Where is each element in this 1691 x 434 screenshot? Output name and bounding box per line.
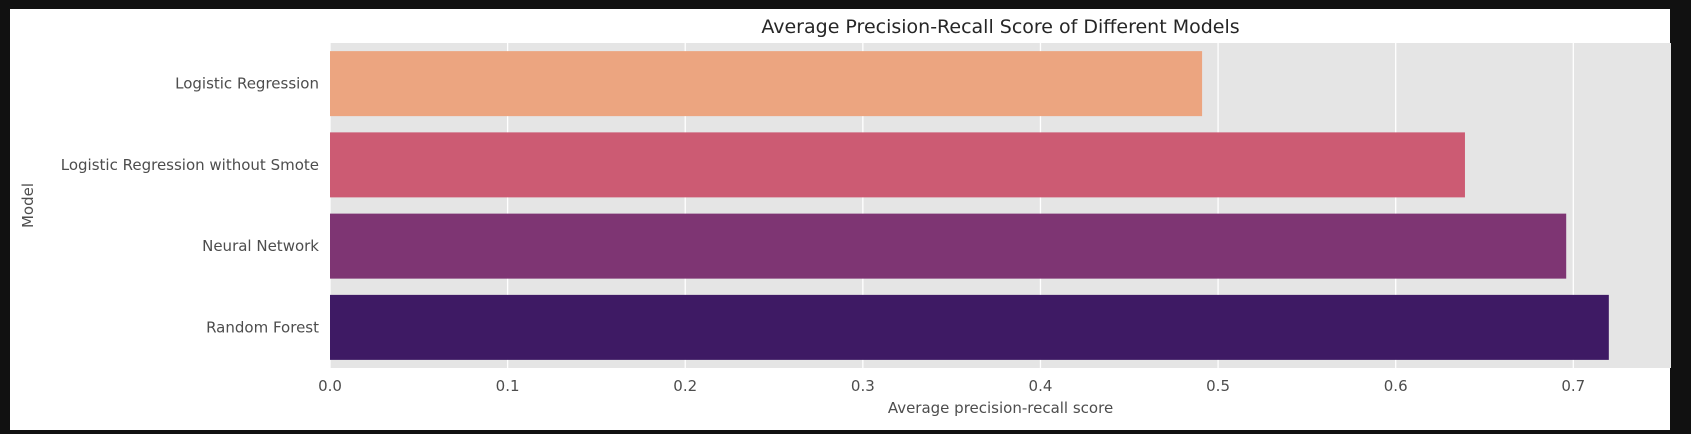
- x-tick-label: 0.7: [1561, 377, 1585, 395]
- bar-logistic-regression-without-smote: [330, 132, 1465, 198]
- x-axis-label: Average precision-recall score: [888, 399, 1113, 417]
- x-tick-label: 0.6: [1384, 377, 1408, 395]
- y-tick-label: Logistic Regression: [175, 75, 319, 93]
- y-tick-label: Neural Network: [202, 237, 319, 255]
- bars: [330, 51, 1609, 360]
- x-tick-label: 0.2: [673, 377, 697, 395]
- x-tick-label: 0.4: [1029, 377, 1053, 395]
- y-axis-label: Model: [19, 183, 37, 228]
- bar-neural-network: [330, 213, 1567, 279]
- x-tick-labels: 0.0 0.1 0.2 0.3 0.4 0.5 0.6 0.7: [318, 377, 1585, 395]
- x-tick-label: 0.5: [1206, 377, 1230, 395]
- y-tick-labels: Logistic Regression Logistic Regression w…: [61, 75, 320, 337]
- x-tick-label: 0.0: [318, 377, 342, 395]
- y-tick-label: Random Forest: [206, 318, 319, 336]
- x-tick-label: 0.1: [496, 377, 520, 395]
- chart-title: Average Precision-Recall Score of Differ…: [761, 16, 1239, 38]
- bar-logistic-regression: [330, 51, 1203, 117]
- y-tick-label: Logistic Regression without Smote: [61, 156, 319, 174]
- bar-random-forest: [330, 294, 1609, 360]
- x-tick-label: 0.3: [851, 377, 875, 395]
